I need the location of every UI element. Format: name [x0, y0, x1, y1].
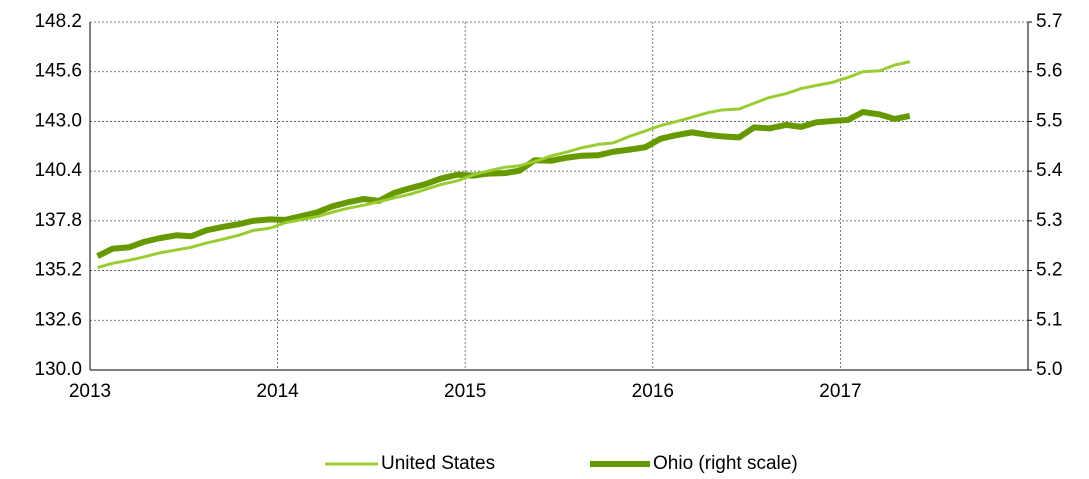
y2-tick-label: 5.1	[1036, 309, 1062, 330]
x-tick-label: 2014	[256, 381, 299, 402]
y-tick-label: 137.8	[34, 210, 82, 231]
series-line	[97, 60, 911, 269]
x-tick-label: 2015	[444, 381, 486, 402]
y-tick-label: 148.2	[34, 11, 82, 32]
y2-tick-label: 5.4	[1036, 160, 1063, 181]
y2-tick-label: 5.5	[1036, 110, 1062, 131]
legend-label: United States	[381, 453, 495, 474]
x-tick-label: 2017	[819, 381, 861, 402]
y2-tick-label: 5.7	[1036, 11, 1062, 32]
x-tick-label: 2016	[632, 381, 674, 402]
y2-tick-label: 5.0	[1036, 359, 1062, 380]
y-tick-label: 143.0	[34, 110, 82, 131]
y2-tick-label: 5.3	[1036, 210, 1062, 231]
y2-tick-label: 5.2	[1036, 260, 1062, 281]
y-tick-label: 145.6	[34, 61, 82, 82]
y-tick-label: 132.6	[34, 309, 82, 330]
x-tick-label: 2013	[69, 381, 111, 402]
legend-label: Ohio (right scale)	[653, 453, 798, 474]
series-line	[96, 108, 911, 259]
y-tick-label: 130.0	[34, 359, 82, 380]
y-tick-label: 135.2	[34, 260, 82, 281]
y-tick-label: 140.4	[34, 160, 82, 181]
y2-tick-label: 5.6	[1036, 61, 1062, 82]
